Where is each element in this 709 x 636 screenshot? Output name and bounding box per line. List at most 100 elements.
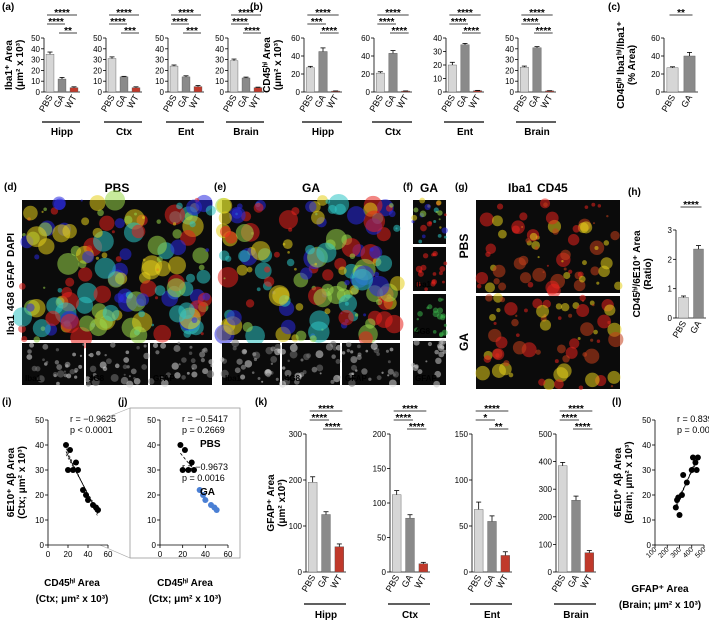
image-blob bbox=[479, 212, 494, 227]
image-blob bbox=[437, 233, 442, 238]
image-blob bbox=[140, 280, 157, 297]
image-blob bbox=[252, 351, 261, 360]
image-blob bbox=[314, 262, 318, 266]
channel-label: DAPI bbox=[6, 233, 17, 257]
image-blob bbox=[81, 217, 90, 226]
image-blob bbox=[431, 279, 438, 285]
image-blob bbox=[316, 364, 324, 372]
image-blob bbox=[435, 357, 442, 365]
inset-label: Iba1 bbox=[415, 280, 432, 289]
image-blob bbox=[154, 296, 159, 300]
x-axis-label: CD45ʰⁱ Area bbox=[44, 577, 100, 589]
bar bbox=[666, 67, 679, 93]
image-blob bbox=[441, 329, 448, 336]
y-tick-label: 0 bbox=[152, 541, 157, 550]
image-blob bbox=[389, 347, 394, 352]
image-blob bbox=[387, 368, 394, 375]
category-label: WT bbox=[395, 93, 411, 111]
annotation: r = −0.9625 bbox=[70, 414, 116, 424]
image-blob bbox=[219, 357, 225, 362]
image-blob bbox=[234, 367, 241, 374]
image-blob bbox=[578, 385, 584, 390]
image-blob bbox=[159, 376, 164, 381]
image-blob bbox=[177, 341, 181, 345]
point bbox=[678, 492, 685, 498]
image-blob bbox=[582, 260, 587, 266]
image-blob bbox=[417, 369, 423, 375]
image-blob bbox=[309, 335, 317, 343]
bar bbox=[169, 65, 179, 93]
image-blob bbox=[313, 288, 333, 308]
image-blob bbox=[553, 379, 564, 390]
image-blob bbox=[512, 340, 527, 355]
image-blob bbox=[124, 215, 133, 225]
image-blob bbox=[341, 351, 346, 355]
group-label: Ent bbox=[457, 127, 474, 138]
bar bbox=[334, 546, 344, 573]
y-tick-label: 0 bbox=[647, 541, 652, 550]
image-blob bbox=[305, 201, 317, 213]
image-blob bbox=[361, 368, 368, 375]
significance-label: **** bbox=[575, 422, 591, 433]
image-blob bbox=[596, 281, 600, 285]
image-blob bbox=[186, 273, 196, 283]
x-tick-label: 40 bbox=[201, 550, 210, 559]
image-blob bbox=[365, 349, 369, 353]
category-label: PBS bbox=[466, 573, 484, 594]
image-blob bbox=[577, 222, 589, 234]
image-blob bbox=[537, 255, 540, 259]
image-blob bbox=[553, 367, 569, 383]
image-blob bbox=[590, 338, 594, 342]
panel-label: (g) bbox=[455, 182, 468, 193]
image-blob bbox=[168, 256, 186, 275]
image-blob bbox=[131, 224, 146, 239]
image-blob bbox=[202, 368, 209, 375]
image-blob bbox=[496, 308, 501, 313]
category-label: PBS bbox=[660, 93, 678, 114]
image-blob bbox=[584, 348, 600, 364]
category-label: WT bbox=[539, 93, 555, 111]
image-blob bbox=[326, 287, 329, 291]
image-blob bbox=[64, 361, 71, 368]
significance-label: **** bbox=[562, 413, 578, 424]
image-blob bbox=[425, 360, 428, 363]
image-blob bbox=[172, 229, 182, 239]
image-blob bbox=[438, 218, 441, 221]
image-blob bbox=[565, 346, 578, 359]
y-tick-label: 40 bbox=[505, 45, 514, 54]
image-blob bbox=[427, 341, 433, 347]
image-blob bbox=[302, 370, 307, 375]
y-tick-label: 0 bbox=[98, 88, 103, 97]
image-blob bbox=[82, 251, 95, 263]
x-tick-label: 20 bbox=[178, 550, 187, 559]
image-blob bbox=[34, 254, 40, 260]
image-blob bbox=[180, 230, 196, 246]
bar bbox=[678, 297, 689, 319]
x-axis-label: (Brain; μm² x 10³) bbox=[619, 600, 701, 611]
x-axis-label: (Ctx; μm² x 10³) bbox=[149, 594, 222, 605]
image-blob bbox=[155, 350, 160, 355]
fit-line bbox=[180, 452, 195, 471]
image-blob bbox=[253, 357, 258, 362]
bar bbox=[193, 86, 203, 93]
image-blob bbox=[525, 238, 531, 243]
y-tick-label: 10 bbox=[35, 516, 44, 525]
image-blob bbox=[102, 304, 120, 322]
image-blob bbox=[443, 323, 447, 327]
image-blob bbox=[519, 272, 532, 284]
y-axis-label: GFAP⁺ Area bbox=[266, 474, 277, 532]
image-blob bbox=[242, 349, 247, 354]
group-label: Ent bbox=[178, 127, 195, 138]
significance-label: *** bbox=[124, 26, 136, 37]
image-blob bbox=[543, 202, 548, 207]
point bbox=[689, 454, 696, 461]
image-blob bbox=[279, 380, 287, 388]
image-blob bbox=[170, 239, 187, 256]
image-blob bbox=[331, 354, 336, 359]
image-blob bbox=[270, 346, 276, 352]
image-blob bbox=[288, 227, 293, 232]
image-blob bbox=[78, 364, 83, 369]
y-tick-label: 30 bbox=[215, 56, 224, 65]
image-blob bbox=[114, 363, 120, 369]
image-blob bbox=[29, 342, 35, 348]
